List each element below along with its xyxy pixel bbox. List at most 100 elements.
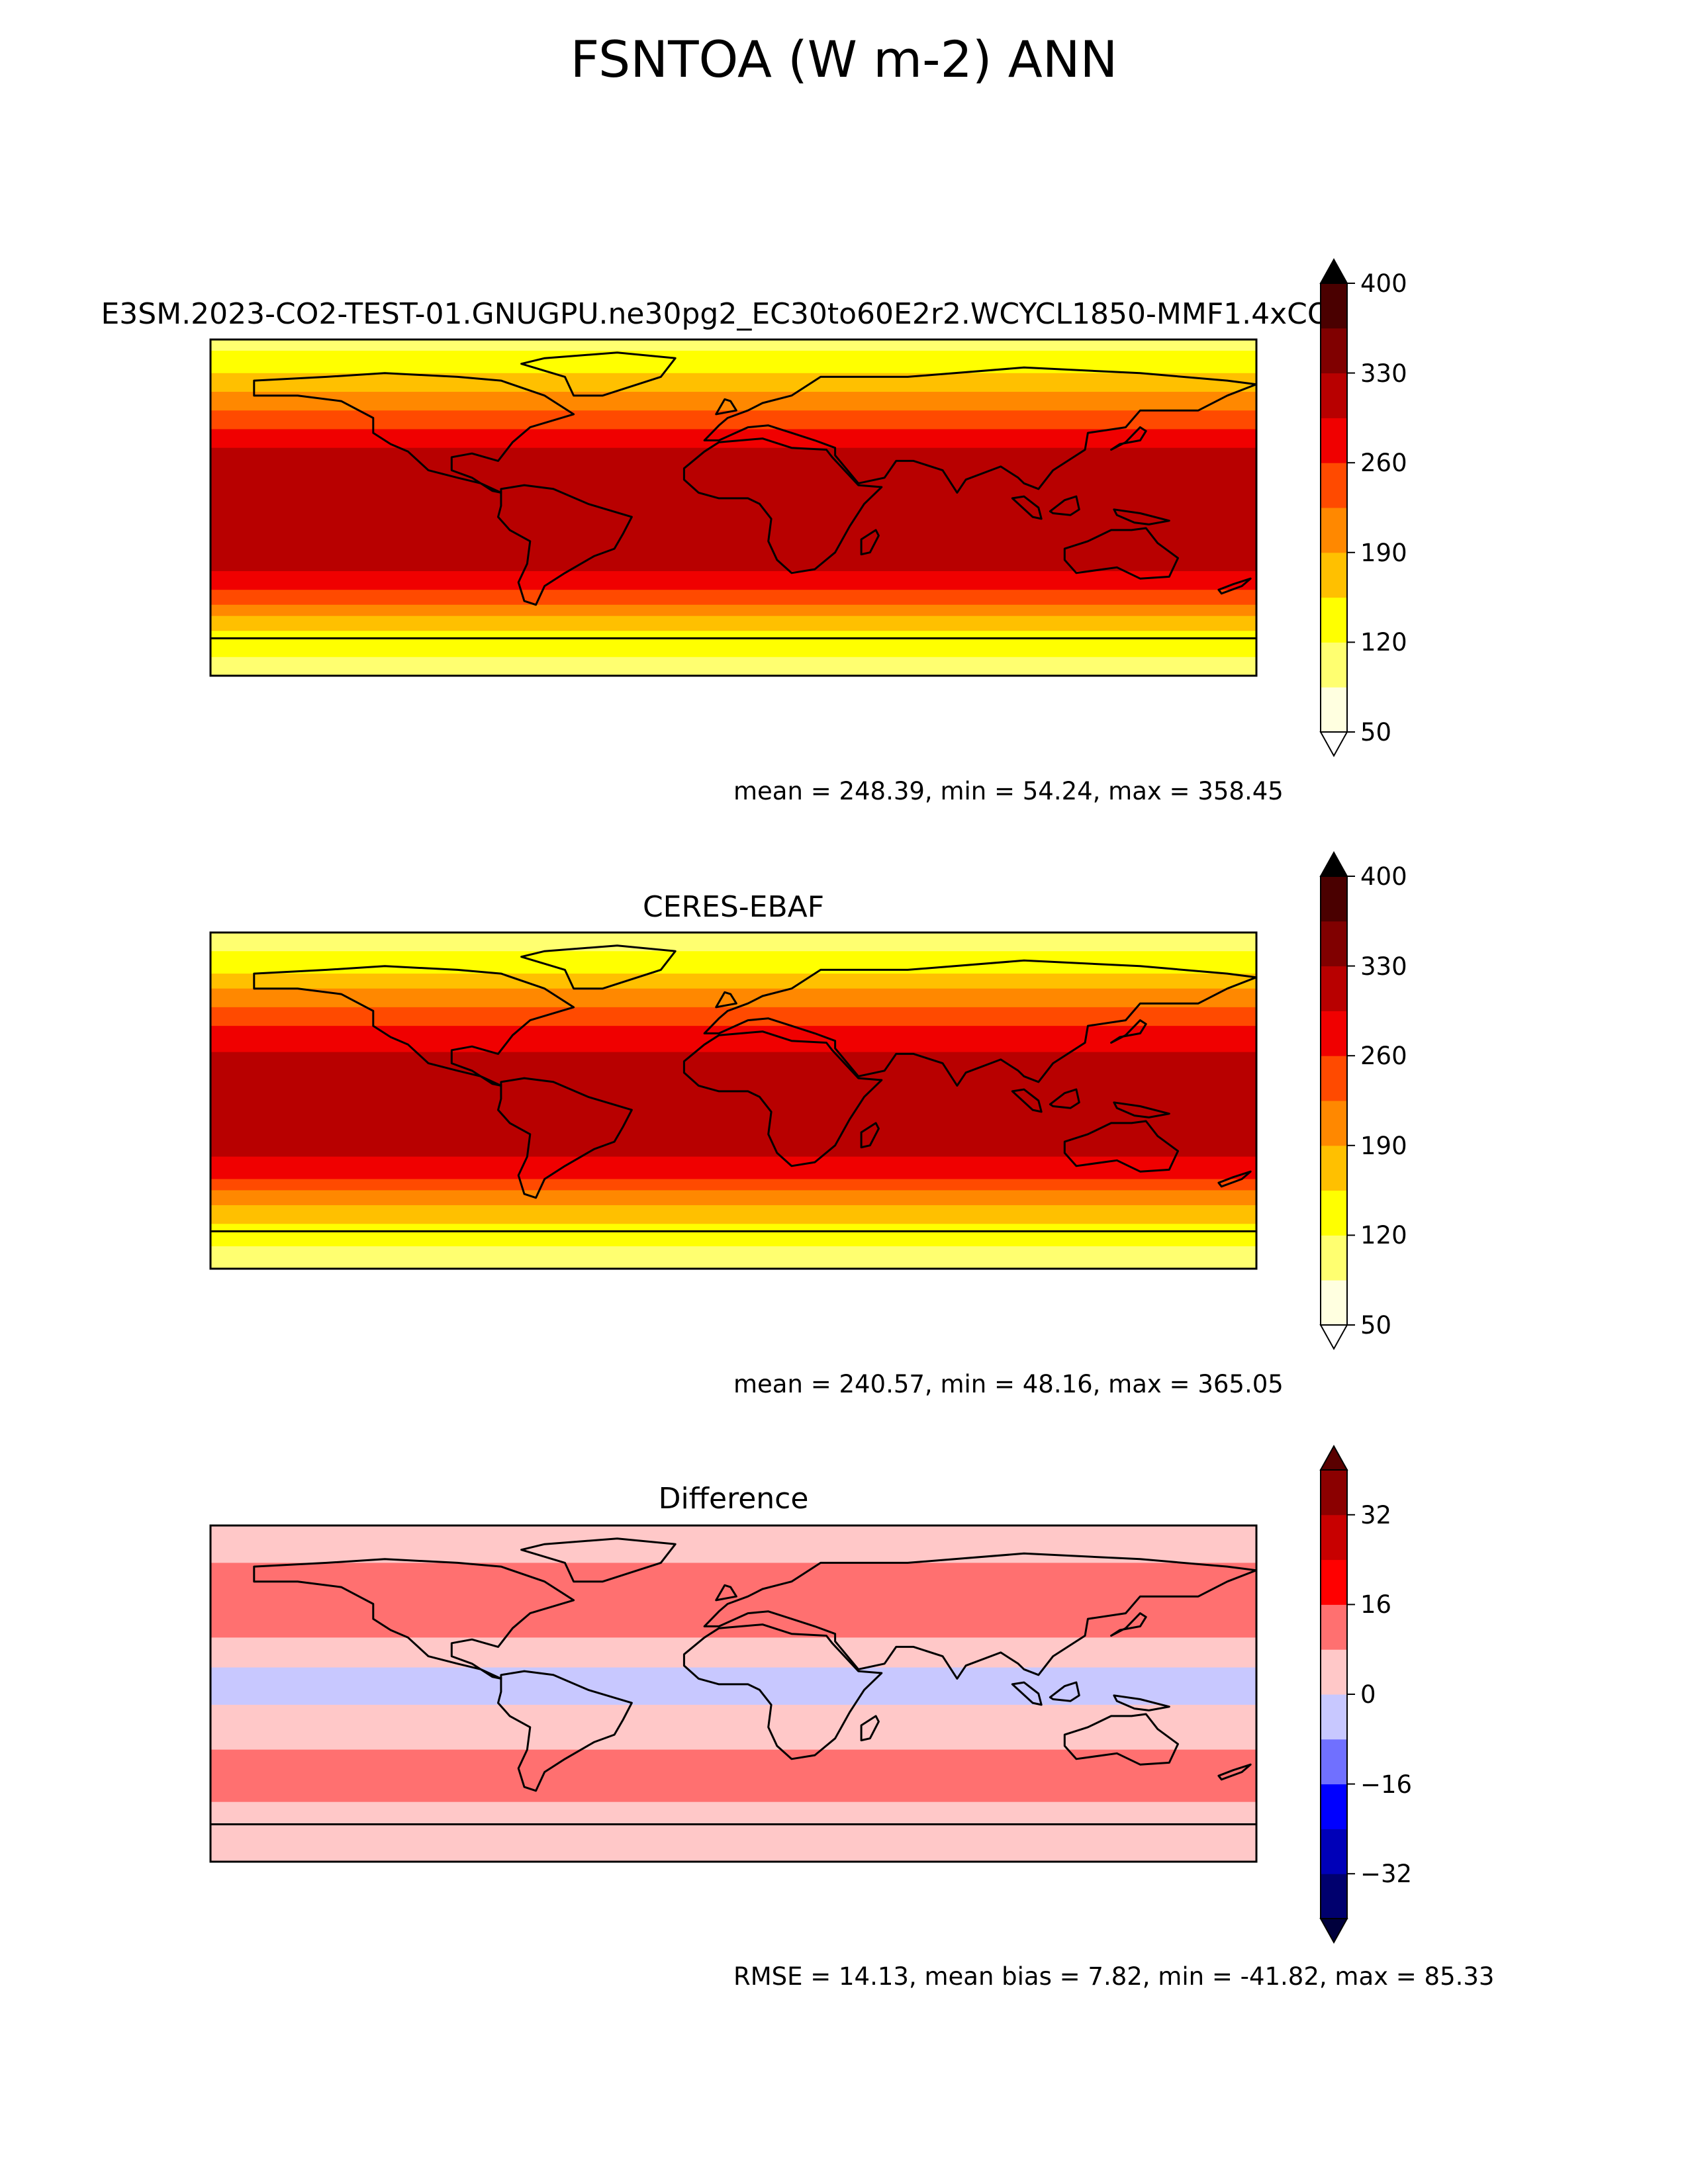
coastline (1049, 1088, 1080, 1109)
zonal-band (211, 1801, 1256, 1806)
colorbar-tick-label: 50 (1360, 718, 1392, 747)
zonal-band (211, 1652, 1256, 1657)
zonal-band (211, 974, 1256, 978)
zonal-band (211, 593, 1256, 598)
colorbar-under-arrow (1319, 1918, 1348, 1944)
zonal-band (211, 1742, 1256, 1747)
coastline (715, 398, 737, 416)
zonal-band (211, 1585, 1256, 1590)
zonal-band (211, 1854, 1256, 1858)
zonal-band (211, 1216, 1256, 1221)
stats-difference: RMSE = 14.13, mean bias = 7.82, min = -4… (733, 1962, 1495, 1991)
zonal-band (211, 1839, 1256, 1844)
zonal-band (211, 962, 1256, 967)
zonal-band (211, 992, 1256, 997)
colorbar-over-arrow (1319, 850, 1348, 877)
zonal-band (211, 1563, 1256, 1567)
zonal-band (211, 1040, 1256, 1045)
zonal-band (211, 429, 1256, 433)
zonal-band (211, 1820, 1256, 1825)
zonal-band (211, 515, 1256, 520)
zonal-band (211, 1779, 1256, 1784)
coastline (1063, 1120, 1179, 1173)
zonal-band (211, 1108, 1256, 1113)
map-frame (209, 1524, 1258, 1863)
zonal-band (211, 1611, 1256, 1616)
zonal-band (211, 474, 1256, 478)
colorbar-segment (1321, 1235, 1347, 1281)
colorbar-tick-label: 400 (1360, 269, 1407, 298)
zonal-band (211, 645, 1256, 651)
zonal-band (211, 1033, 1256, 1038)
zonal-band (211, 1567, 1256, 1571)
zonal-band (211, 560, 1256, 565)
zonal-band (211, 1011, 1256, 1015)
colorbar-segment (1321, 463, 1347, 508)
zonal-band (211, 1134, 1256, 1139)
zonal-band (211, 422, 1256, 426)
zonal-band (211, 526, 1256, 531)
zonal-band (211, 1708, 1256, 1713)
zonal-band (211, 1085, 1256, 1090)
zonal-band (211, 1081, 1256, 1087)
zonal-band (211, 1776, 1256, 1780)
zonal-band (211, 582, 1256, 587)
zonal-band (211, 481, 1256, 486)
zonal-band (211, 1596, 1256, 1601)
coastline (703, 959, 1256, 1087)
zonal-band (211, 369, 1256, 374)
colorbar-segment (1321, 1829, 1347, 1874)
zonal-band (211, 1212, 1256, 1217)
colorbar-segment (1321, 642, 1347, 688)
zonal-band (211, 377, 1256, 381)
zonal-band (211, 1570, 1256, 1574)
map-frame (209, 931, 1258, 1270)
zonal-band (211, 1536, 1256, 1541)
zonal-band (211, 1809, 1256, 1814)
zonal-band (211, 1257, 1256, 1262)
stats-reference: mean = 240.57, min = 48.16, max = 365.05 (733, 1370, 1284, 1398)
zonal-band (211, 1145, 1256, 1150)
colorbar-reference (1319, 850, 1355, 1351)
panel-title-reference: CERES-EBAF (642, 890, 825, 924)
zonal-band (211, 1608, 1256, 1612)
zonal-band (211, 444, 1256, 449)
zonal-band (211, 1843, 1256, 1848)
colorbar-segment (1321, 373, 1347, 418)
zonal-band (211, 970, 1256, 974)
zonal-band (211, 936, 1256, 940)
zonal-band (211, 977, 1256, 981)
zonal-band (211, 1220, 1256, 1224)
colorbar-tick-label: 330 (1360, 952, 1407, 981)
coastline (682, 437, 883, 574)
zonal-band (211, 545, 1256, 549)
coastline (520, 944, 677, 990)
zonal-band (211, 653, 1256, 658)
zonal-band (211, 1544, 1256, 1549)
colorbar-segment (1321, 1011, 1347, 1056)
zonal-band (211, 1529, 1256, 1533)
zonal-band (211, 657, 1256, 662)
zonal-band (211, 985, 1256, 989)
map-panel-test (209, 338, 1258, 677)
zonal-band (211, 1694, 1256, 1698)
coastline (497, 1670, 633, 1792)
colorbar-segment (1321, 921, 1347, 967)
zonal-band (211, 1735, 1256, 1739)
coastline (1011, 1088, 1043, 1113)
zonal-band (211, 604, 1256, 609)
zonal-band (211, 1858, 1256, 1862)
colorbar-segment (1321, 418, 1347, 463)
coastline (860, 1122, 880, 1149)
zonal-band (211, 1731, 1256, 1735)
zonal-band (211, 642, 1256, 647)
colorbar-tick-label: −16 (1360, 1770, 1413, 1799)
zonal-band (211, 1026, 1256, 1030)
zonal-band (211, 1633, 1256, 1638)
coastline (1049, 495, 1080, 516)
colorbar-segment (1321, 1784, 1347, 1829)
zonal-band (211, 1749, 1256, 1754)
zonal-band (211, 492, 1256, 497)
zonal-band (211, 1581, 1256, 1586)
zonal-band (211, 1772, 1256, 1776)
